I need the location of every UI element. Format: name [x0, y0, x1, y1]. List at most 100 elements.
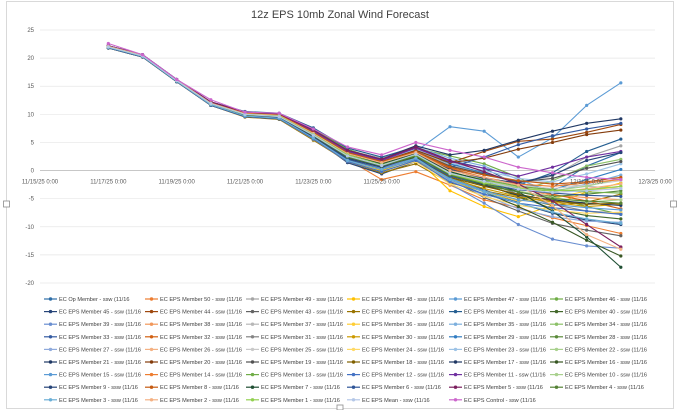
legend-entry: EC EPS Member 50 - ssw (11/16 — [145, 297, 242, 303]
data-point — [516, 215, 520, 219]
data-point — [482, 175, 486, 179]
legend-label: EC EPS Member 23 - ssw (11/16 — [464, 347, 546, 353]
legend-label: EC EPS Member 3 - ssw (11/16 — [59, 398, 138, 404]
legend-entry: EC EPS Member 3 - ssw (11/16 — [44, 398, 138, 404]
data-point — [380, 161, 384, 165]
legend-label: EC EPS Mean - ssw (11/16 — [362, 398, 430, 404]
legend-entry: EC EPS Member 19 - ssw (11/16 — [246, 360, 343, 366]
data-point — [619, 121, 623, 125]
legend-label: EC EPS Member 12 - ssw (11/16 — [362, 373, 444, 379]
data-point — [448, 165, 452, 169]
data-point — [585, 244, 589, 248]
data-point — [414, 158, 418, 163]
data-point — [482, 201, 486, 205]
legend-swatch-marker — [351, 360, 356, 364]
legend-label: EC EPS Member 44 - ssw (11/16 — [160, 310, 242, 316]
legend-label: EC Op Member - ssw (11/16 — [59, 297, 129, 303]
legend-entry: EC EPS Member 36 - ssw (11/16 — [347, 322, 444, 328]
legend-swatch-marker — [453, 360, 458, 364]
selection-handles[interactable] — [3, 200, 677, 410]
data-point — [550, 129, 555, 133]
data-point — [414, 140, 418, 145]
data-point — [345, 154, 350, 158]
legend-label: EC EPS Member 10 - ssw (11/16 — [565, 373, 647, 379]
legend-swatch-marker — [351, 398, 356, 402]
legend-swatch-marker — [453, 335, 458, 339]
legend-entry: EC EPS Control - ssw (11/16 — [449, 398, 536, 404]
legend-swatch-marker — [351, 347, 356, 352]
y-axis-tick-labels: 25 20 15 10 5 0 -5 -10 -15 -20 — [25, 28, 34, 287]
legend-label: EC EPS Member 4 - ssw (11/16 — [565, 385, 644, 391]
data-point — [550, 165, 555, 169]
legend-entry: EC EPS Member 23 - ssw (11/16 — [449, 347, 546, 353]
resize-handle-left[interactable] — [3, 200, 10, 208]
x-tick-label: 11/23/25 0:00 — [295, 180, 332, 186]
legend-entry: EC EPS Member 48 - ssw (11/16 — [347, 297, 444, 303]
data-point — [550, 173, 555, 177]
data-point — [482, 170, 486, 174]
resize-handle-right[interactable] — [670, 200, 677, 208]
legend-swatch-marker — [453, 385, 458, 389]
x-tick-label: 12/1/25 0:00 — [570, 180, 604, 186]
y-tick-label: 25 — [27, 28, 34, 34]
data-point — [550, 199, 555, 203]
data-point — [448, 125, 452, 129]
legend-entry: EC Op Member - ssw (11/16 — [44, 297, 129, 303]
data-point — [311, 136, 315, 140]
data-point — [482, 194, 486, 199]
data-point — [550, 215, 555, 219]
legend-entry: EC EPS Member 49 - ssw (11/16 — [246, 297, 343, 303]
data-point — [448, 182, 452, 186]
legend-swatch-marker — [48, 372, 53, 377]
data-point — [585, 130, 589, 134]
data-point — [585, 217, 589, 221]
legend-entry: EC EPS Mean - ssw (11/16 — [347, 398, 430, 404]
legend-swatch-marker — [250, 335, 255, 339]
legend: EC Op Member - ssw (11/16 EC EPS Member 5… — [44, 297, 647, 404]
data-point — [550, 184, 555, 188]
data-point — [516, 222, 520, 227]
data-point — [619, 221, 623, 225]
legend-swatch-marker — [351, 297, 356, 301]
legend-swatch-marker — [453, 309, 458, 314]
data-point — [585, 211, 589, 215]
legend-entry: EC EPS Member 24 - ssw (11/16 — [347, 347, 444, 353]
data-point — [482, 190, 486, 194]
legend-entry: EC EPS Member 33 - ssw (11/16 — [44, 335, 141, 341]
data-point — [516, 138, 520, 142]
legend-entry: EC EPS Member 8 - ssw (11/16 — [145, 385, 239, 391]
x-tick-label: 11/15/25 0:00 — [22, 180, 59, 186]
data-point — [380, 153, 384, 157]
legend-label: EC EPS Member 31 - ssw (11/16 — [261, 335, 343, 341]
data-point — [619, 234, 623, 238]
legend-swatch-marker — [149, 372, 154, 377]
legend-swatch-marker — [351, 309, 356, 314]
data-point — [516, 147, 520, 151]
legend-entry: EC EPS Member 30 - ssw (11/16 — [347, 335, 444, 341]
legend-entry: EC EPS Member 22 - ssw (11/16 — [550, 347, 647, 353]
data-point — [619, 208, 623, 212]
data-point — [585, 164, 589, 168]
data-point — [448, 177, 452, 182]
data-point — [585, 184, 589, 188]
data-point — [619, 210, 623, 214]
data-point — [619, 128, 623, 132]
data-point — [585, 127, 589, 131]
legend-entry: EC EPS Member 28 - ssw (11/16 — [550, 335, 647, 341]
y-tick-label: -20 — [25, 281, 34, 287]
legend-entry: EC EPS Member 26 - ssw (11/16 — [145, 347, 242, 353]
data-point — [482, 179, 486, 183]
resize-handle-bottom[interactable] — [336, 404, 344, 410]
data-point — [414, 156, 418, 160]
data-point — [619, 231, 623, 236]
data-point — [585, 199, 589, 203]
data-point — [550, 180, 555, 184]
data-point — [482, 184, 486, 188]
data-point — [585, 233, 589, 237]
legend-label: EC EPS Member 49 - ssw (11/16 — [261, 297, 343, 303]
x-tick-label: 12/3/25 0:00 — [638, 180, 672, 186]
legend-swatch-marker — [149, 347, 154, 352]
data-point — [482, 186, 486, 191]
legend-label: EC EPS Member 42 - ssw (11/16 — [362, 310, 444, 316]
